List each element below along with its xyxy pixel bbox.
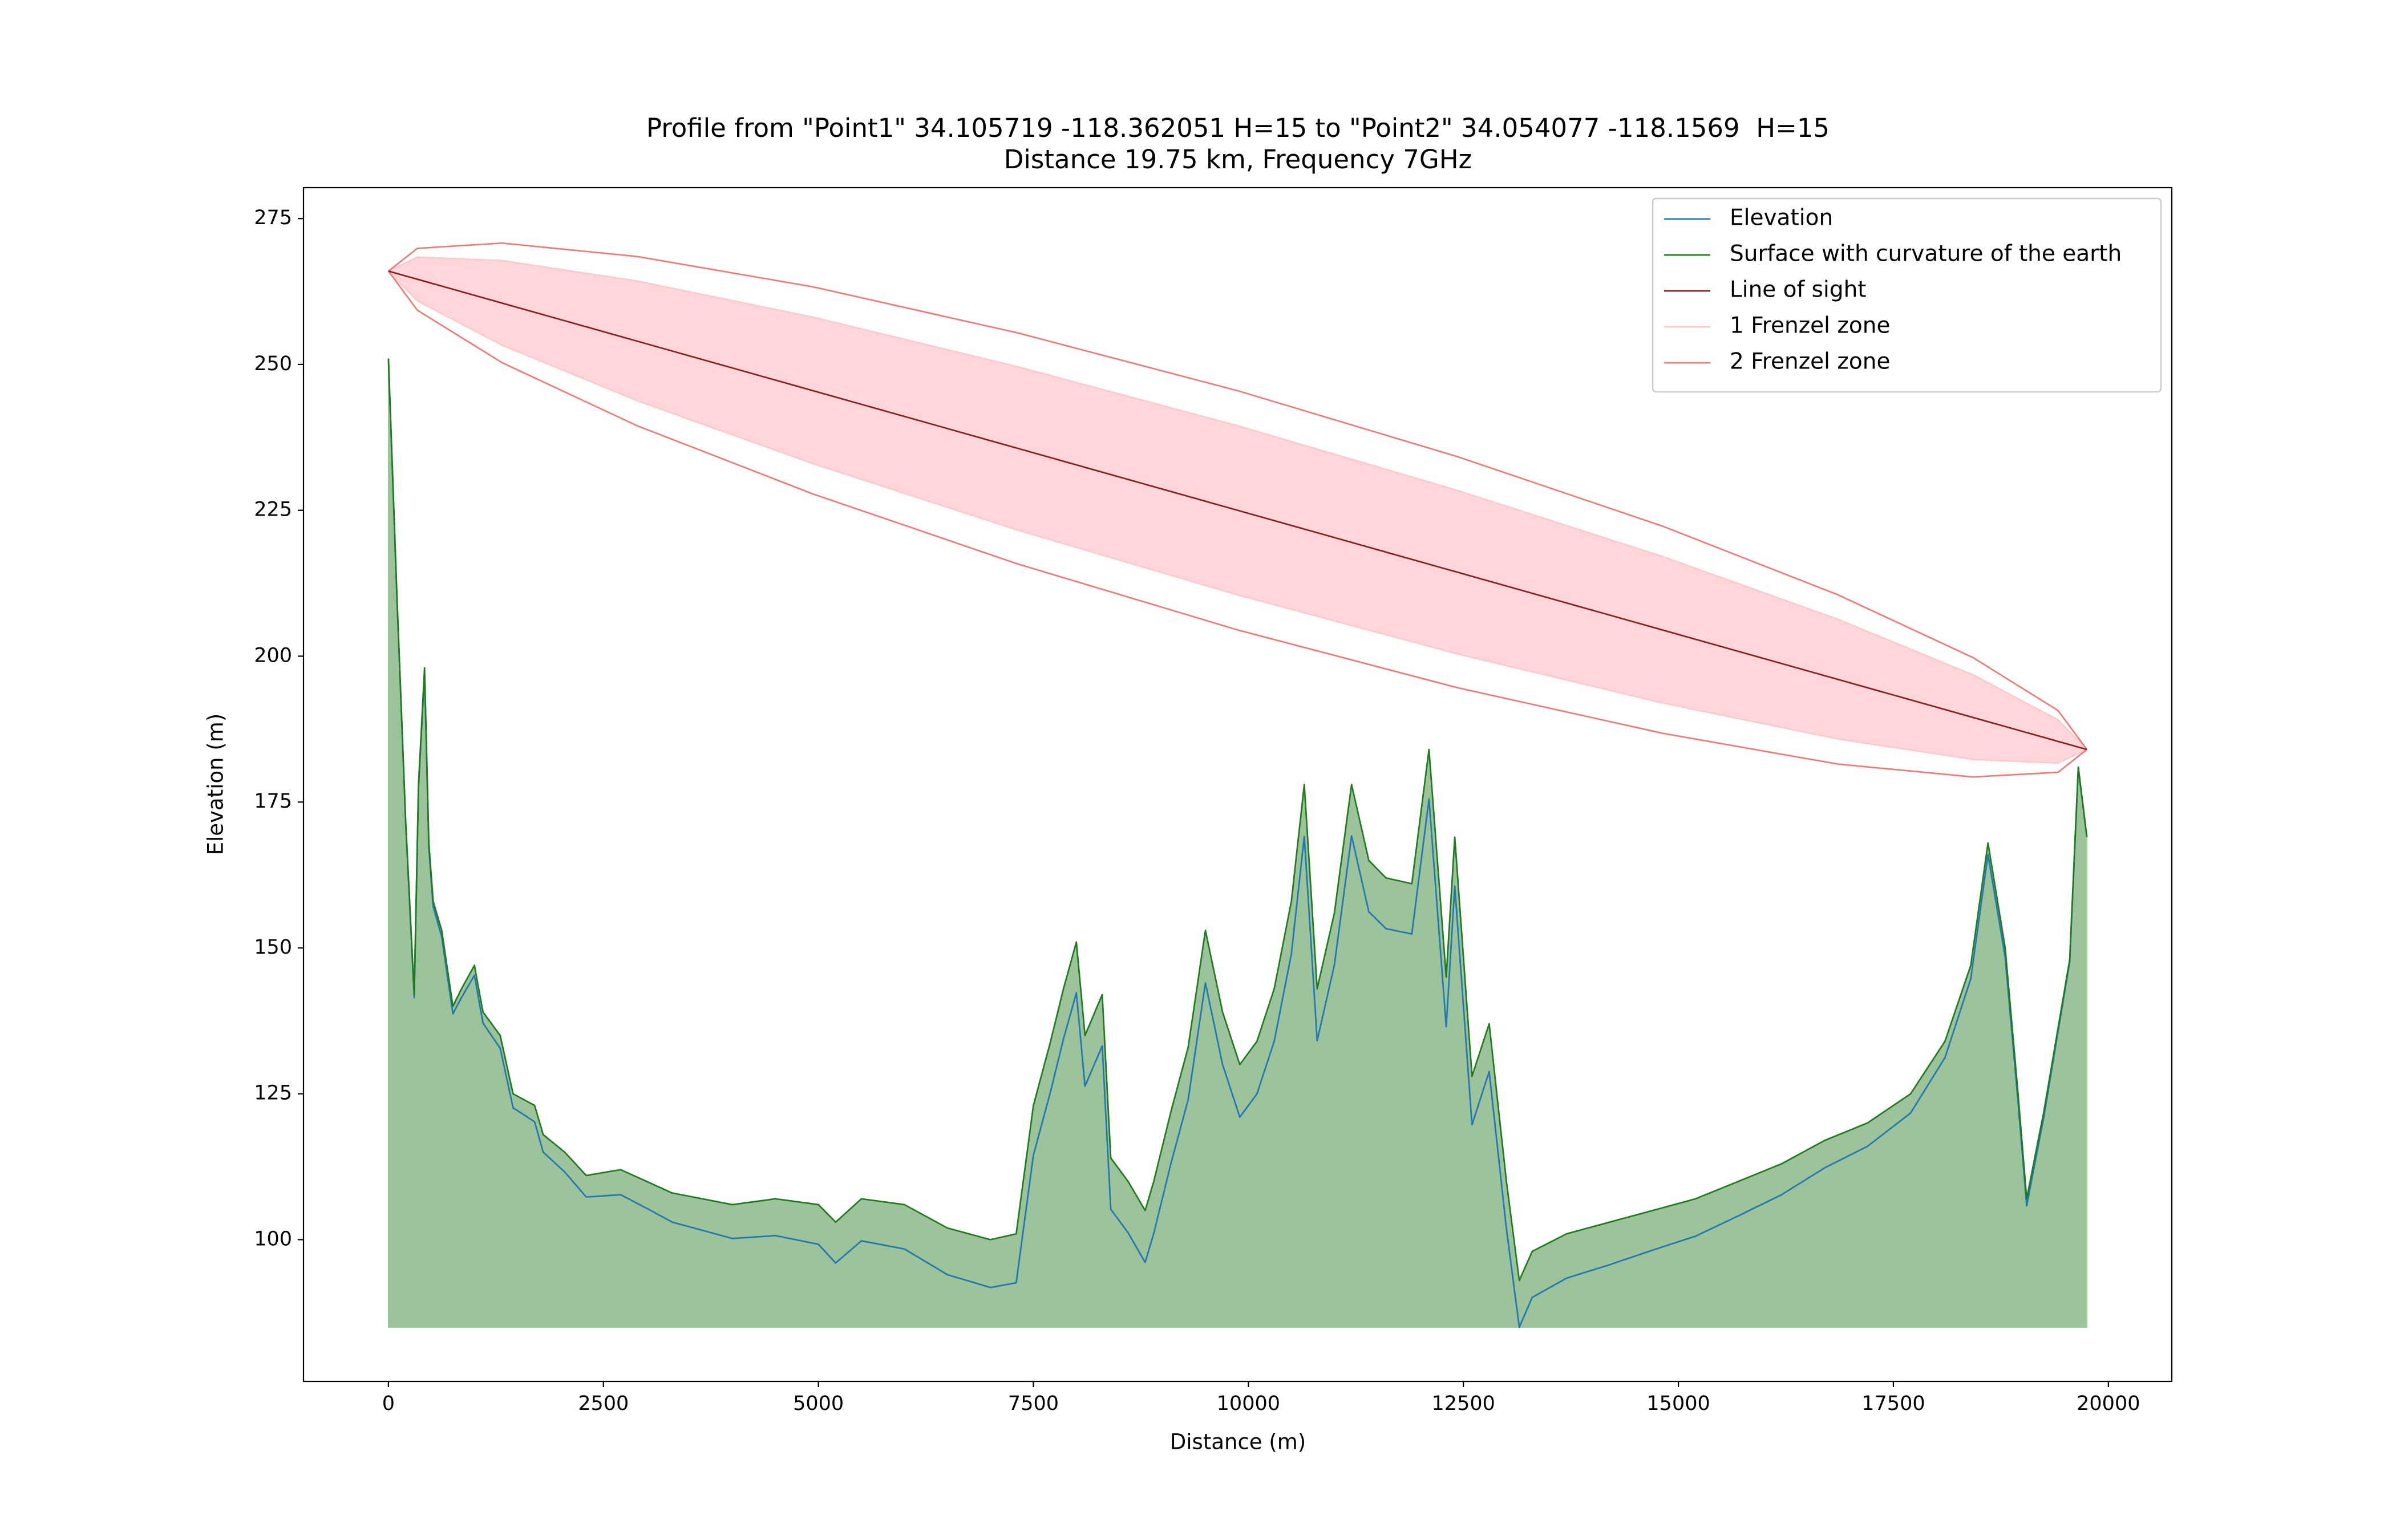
zone-lower xyxy=(387,270,2087,778)
x-tick-label: 12500 xyxy=(1432,1392,1495,1415)
y-tick-label: 175 xyxy=(254,790,292,813)
legend-label: Surface with curvature of the earth xyxy=(1730,241,2122,267)
zone-lower xyxy=(387,270,2087,764)
x-tick-label: 0 xyxy=(382,1392,395,1415)
chart-title: Profile from "Point1" 34.105719 -118.362… xyxy=(646,113,1830,143)
y-axis-label: Elevation (m) xyxy=(204,714,228,856)
y-tick-label: 250 xyxy=(254,352,292,375)
series-line xyxy=(387,358,2088,1328)
zone-upper xyxy=(388,256,2088,751)
legend-label: 1 Frenzel zone xyxy=(1730,313,1890,339)
x-tick-label: 2500 xyxy=(578,1392,629,1415)
x-tick-label: 5000 xyxy=(793,1392,844,1415)
x-tick-label: 15000 xyxy=(1646,1392,1710,1415)
x-axis-label: Distance (m) xyxy=(1170,1430,1306,1454)
chart-subtitle: Distance 19.75 km, Frequency 7GHz xyxy=(1004,144,1472,175)
axes-frame xyxy=(302,187,2173,1383)
y-tick-label: 225 xyxy=(254,499,292,521)
legend-box xyxy=(1652,197,2162,393)
series-line xyxy=(387,358,2088,1282)
plot-area xyxy=(387,242,2088,1328)
y-tick-label: 275 xyxy=(254,206,292,229)
zone-upper xyxy=(388,242,2088,750)
legend: Elevation Surface with curvature of the e… xyxy=(1652,197,2162,393)
line-of-sight xyxy=(388,270,2087,751)
y-tick-label: 200 xyxy=(254,644,292,667)
legend-label: Line of sight xyxy=(1730,277,1867,303)
x-tick-label: 17500 xyxy=(1861,1392,1925,1415)
legend-label: Elevation xyxy=(1730,205,1833,231)
legend-label: 2 Frenzel zone xyxy=(1730,349,1890,375)
y-tick-label: 150 xyxy=(254,936,292,959)
x-tick-label: 7500 xyxy=(1008,1392,1059,1415)
y-tick-label: 125 xyxy=(254,1082,292,1105)
y-tick-label: 100 xyxy=(254,1227,292,1250)
x-tick-label: 20000 xyxy=(2077,1392,2140,1415)
x-tick-label: 10000 xyxy=(1217,1392,1280,1415)
